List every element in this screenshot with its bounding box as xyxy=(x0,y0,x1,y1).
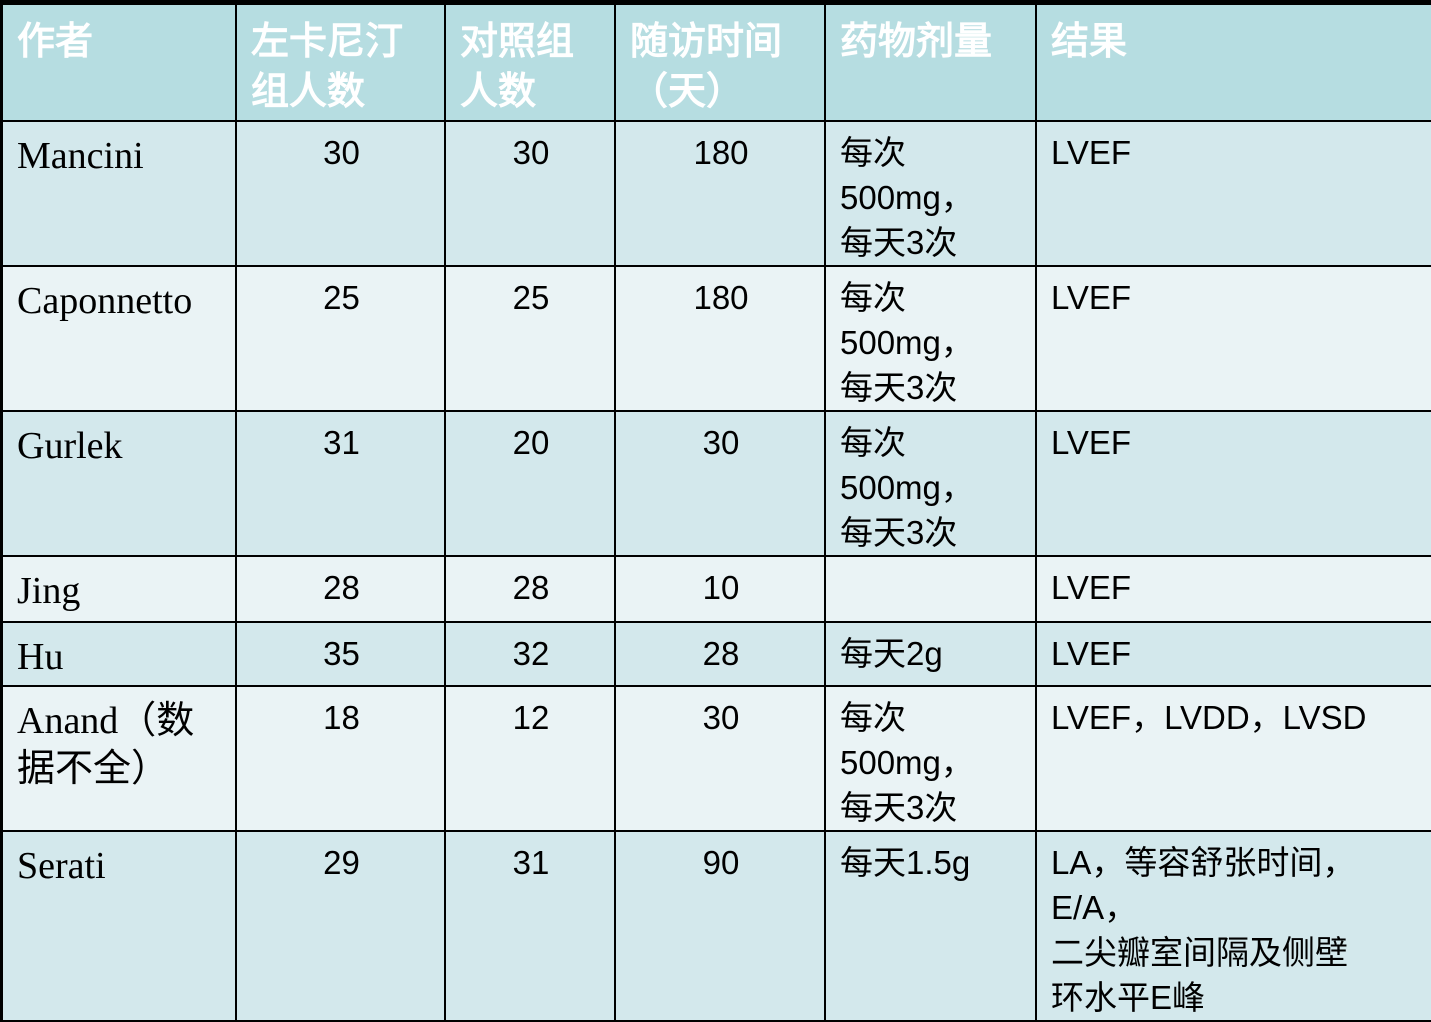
table-body: Mancini 30 30 180 每次500mg， 每天3次 LVEF Caponnett… xyxy=(3,122,1431,1020)
table-cell: 每次500mg， 每天3次 xyxy=(826,412,1035,555)
table-cell xyxy=(826,557,1035,621)
table-row: Gurlek 31 20 30 每次500mg， 每天3次 LVEF xyxy=(3,412,1431,555)
header-row: 作者 左卡尼汀组人数 对照组人数 随访时间 （天） 药物剂量 结果 xyxy=(3,5,1431,120)
table-cell: LVEF，LVDD，LVSD xyxy=(1037,687,1431,830)
table-cell: 28 xyxy=(237,557,444,621)
table-cell: 90 xyxy=(616,832,824,1020)
table-cell: 28 xyxy=(446,557,614,621)
table: 作者 左卡尼汀组人数 对照组人数 随访时间 （天） 药物剂量 结果 Mancini 30 30… xyxy=(1,3,1431,1022)
table-cell: LVEF xyxy=(1037,267,1431,410)
table-cell: LVEF xyxy=(1037,412,1431,555)
table-cell: Jing xyxy=(3,557,235,621)
table-row: Hu 35 32 28 每天2g LVEF xyxy=(3,623,1431,685)
table-cell: 10 xyxy=(616,557,824,621)
table-cell: 30 xyxy=(446,122,614,265)
table-cell: LVEF xyxy=(1037,623,1431,685)
header-cell: 作者 xyxy=(3,5,235,120)
table-cell: 每次500mg， 每天3次 xyxy=(826,122,1035,265)
table-cell: 180 xyxy=(616,267,824,410)
table-cell: 30 xyxy=(616,687,824,830)
table-cell: 31 xyxy=(446,832,614,1020)
table-cell: LVEF xyxy=(1037,122,1431,265)
header-cell: 左卡尼汀组人数 xyxy=(237,5,444,120)
table-cell: LA，等容舒张时间，E/A， 二尖瓣室间隔及侧壁 环水平E峰 xyxy=(1037,832,1431,1020)
table-cell: 28 xyxy=(616,623,824,685)
header-cell: 结果 xyxy=(1037,5,1431,120)
table-cell: 29 xyxy=(237,832,444,1020)
table-cell: Hu xyxy=(3,623,235,685)
table-row: Serati 29 31 90 每天1.5g LA，等容舒张时间，E/A， 二尖瓣室间隔及… xyxy=(3,832,1431,1020)
table-cell: 25 xyxy=(446,267,614,410)
header-cell: 对照组人数 xyxy=(446,5,614,120)
table-cell: 每次500mg， 每天3次 xyxy=(826,687,1035,830)
header-cell: 随访时间 （天） xyxy=(616,5,824,120)
slide: 作者 左卡尼汀组人数 对照组人数 随访时间 （天） 药物剂量 结果 Mancini 30 30… xyxy=(3,5,1431,1020)
table-cell: 25 xyxy=(237,267,444,410)
table-cell: 30 xyxy=(616,412,824,555)
table-cell: 32 xyxy=(446,623,614,685)
table-cell: Caponnetto xyxy=(3,267,235,410)
table-cell: Anand（数 据不全） xyxy=(3,687,235,830)
table-cell: 35 xyxy=(237,623,444,685)
table-cell: 31 xyxy=(237,412,444,555)
table-row: Jing 28 28 10 LVEF xyxy=(3,557,1431,621)
table-cell: 180 xyxy=(616,122,824,265)
table-cell: 每天2g xyxy=(826,623,1035,685)
page: 作者 左卡尼汀组人数 对照组人数 随访时间 （天） 药物剂量 结果 Mancini 30 30… xyxy=(3,5,1431,1020)
table-row: Caponnetto 25 25 180 每次500mg， 每天3次 LVEF xyxy=(3,267,1431,410)
table-cell: 18 xyxy=(237,687,444,830)
table-cell: Mancini xyxy=(3,122,235,265)
table-cell: Gurlek xyxy=(3,412,235,555)
header-cell: 药物剂量 xyxy=(826,5,1035,120)
table-cell: Serati xyxy=(3,832,235,1020)
table-cell: 每天1.5g xyxy=(826,832,1035,1020)
table-cell: 30 xyxy=(237,122,444,265)
table-cell: LVEF xyxy=(1037,557,1431,621)
table-cell: 12 xyxy=(446,687,614,830)
table-cell: 每次500mg， 每天3次 xyxy=(826,267,1035,410)
table-cell: 20 xyxy=(446,412,614,555)
table-row: Mancini 30 30 180 每次500mg， 每天3次 LVEF xyxy=(3,122,1431,265)
table-row: Anand（数 据不全） 18 12 30 每次500mg， 每天3次 LVEF，LVDD… xyxy=(3,687,1431,830)
